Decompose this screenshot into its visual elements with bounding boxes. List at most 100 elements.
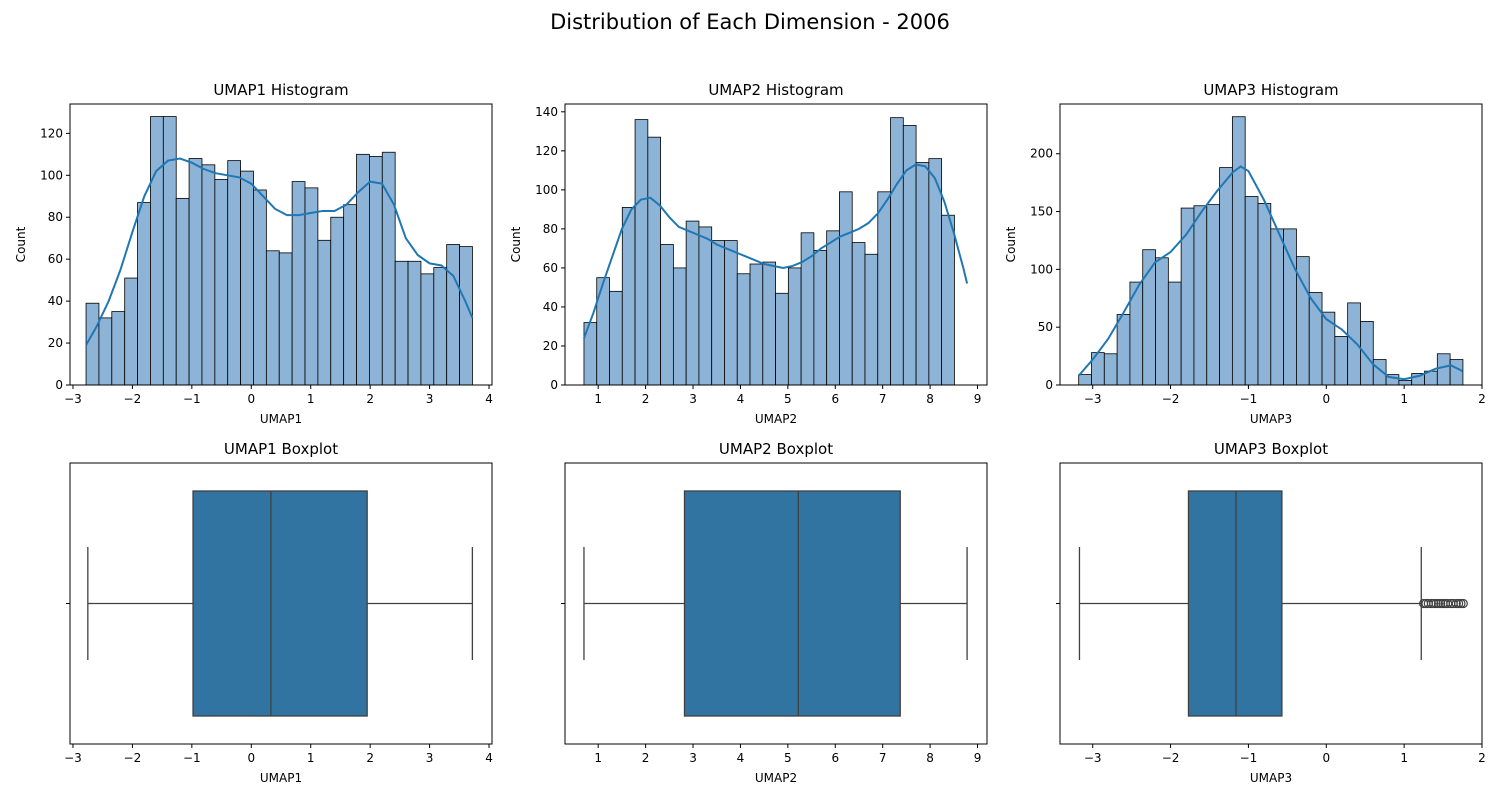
x-tick-label: −1	[1240, 392, 1258, 406]
histogram-bar	[278, 252, 293, 386]
y-tick-label: 0	[550, 378, 558, 392]
x-tick-label: 3	[689, 751, 697, 765]
x-tick-label: −3	[1084, 392, 1102, 406]
histogram-bar	[330, 216, 345, 386]
histogram-bar	[621, 207, 636, 386]
x-tick-label: 1	[594, 751, 602, 765]
kde-line	[583, 163, 969, 339]
panel-2: UMAP2 Histogram 0 20 40 60 80 100 120 140 Count 1 2…	[509, 81, 988, 426]
histogram-bar	[839, 191, 853, 386]
histogram-bar	[304, 187, 319, 386]
x-tick-label: 1	[307, 392, 315, 406]
histogram-bar	[433, 267, 448, 386]
histogram-bar	[1449, 359, 1464, 386]
y-tick-label: 80	[48, 210, 63, 224]
histogram-bar	[1257, 203, 1272, 386]
histogram-bar	[150, 116, 164, 386]
histogram-bar	[647, 136, 662, 386]
y-tick-label: 20	[543, 339, 558, 353]
x-tick-label: 2	[366, 751, 374, 765]
panel-title: UMAP2 Histogram	[708, 81, 843, 99]
x-tick-label: −3	[1084, 751, 1102, 765]
y-tick-label: 40	[543, 300, 558, 314]
x-tick-label: −2	[124, 751, 142, 765]
x-tick-label: −2	[124, 392, 142, 406]
x-tick-label: 6	[831, 751, 839, 765]
histogram-bar	[265, 250, 280, 386]
y-axis-label: Count	[14, 226, 28, 262]
x-tick-label: 9	[974, 751, 982, 765]
x-tick-label: 5	[784, 751, 792, 765]
x-tick-label: 0	[247, 751, 255, 765]
panel-title: UMAP2 Boxplot	[719, 440, 833, 458]
histogram-bar	[1334, 336, 1349, 386]
histogram-bar	[736, 273, 751, 386]
histogram-bar	[1270, 228, 1285, 386]
histogram-bar	[787, 267, 802, 386]
x-tick-label: 2	[1478, 392, 1486, 406]
x-tick-label: 4	[485, 392, 493, 406]
x-tick-label: 3	[689, 392, 697, 406]
histogram-bar	[749, 263, 764, 386]
axes-frame	[564, 462, 988, 745]
histogram-bar	[1436, 353, 1451, 386]
box-iqr	[192, 490, 368, 717]
histogram-bar	[1283, 228, 1297, 386]
outlier-point	[1429, 598, 1439, 609]
histogram-bar	[162, 116, 177, 386]
y-tick-label: 120	[535, 144, 558, 158]
x-tick-label: −1	[183, 392, 201, 406]
histogram-bar	[1180, 207, 1195, 386]
histogram-bar	[877, 191, 891, 386]
kde-line	[1077, 165, 1463, 381]
x-tick-label: −2	[1162, 751, 1180, 765]
x-tick-label: −2	[1162, 392, 1180, 406]
histogram-bar	[851, 242, 866, 386]
histogram-bar	[1078, 374, 1092, 386]
x-axis-label: UMAP1	[260, 771, 302, 785]
histogram-bar	[240, 170, 254, 386]
histogram-bar	[407, 260, 422, 386]
outlier-point	[1426, 598, 1436, 609]
outlier-point	[1433, 598, 1443, 609]
x-tick-label: 4	[737, 392, 745, 406]
histogram-bar	[175, 197, 190, 386]
y-tick-label: 40	[48, 294, 63, 308]
histogram-bar	[941, 214, 955, 386]
x-tick-label: 2	[642, 751, 650, 765]
y-tick-label: 100	[535, 183, 558, 197]
y-tick-label: 200	[1030, 147, 1053, 161]
axes-frame	[564, 103, 988, 386]
figure-title: Distribution of Each Dimension - 2006	[550, 10, 950, 34]
histogram-bar	[111, 311, 126, 386]
y-tick-label: 0	[1045, 378, 1053, 392]
histogram-bar	[915, 162, 930, 386]
x-axis-label: UMAP3	[1250, 771, 1292, 785]
histogram-bar	[864, 253, 879, 386]
outlier-point	[1436, 598, 1446, 609]
histogram-bar	[1193, 205, 1208, 386]
histogram-bar	[253, 189, 267, 386]
outlier-point	[1431, 598, 1441, 609]
histogram-bar	[85, 302, 100, 386]
box-iqr	[1187, 490, 1283, 717]
y-tick-label: 100	[40, 168, 63, 182]
y-axis-label: Count	[509, 226, 523, 262]
histogram-bar	[369, 156, 383, 386]
x-axis-label: UMAP2	[755, 412, 797, 426]
histogram-bar	[291, 181, 306, 386]
x-tick-label: 6	[831, 392, 839, 406]
panel-3: UMAP3 Histogram 0 50 100 150 200 Count −3 −2 −1 0 1…	[1004, 81, 1486, 426]
x-tick-label: 0	[1322, 751, 1330, 765]
y-tick-label: 0	[55, 378, 63, 392]
x-tick-label: −1	[183, 751, 201, 765]
box-iqr	[683, 490, 901, 717]
histogram-bar	[1219, 167, 1233, 386]
histogram-bar	[813, 249, 828, 386]
x-tick-label: 0	[247, 392, 255, 406]
x-tick-label: 0	[1322, 392, 1330, 406]
histogram-bar	[1360, 320, 1374, 386]
y-tick-label: 60	[543, 261, 558, 275]
